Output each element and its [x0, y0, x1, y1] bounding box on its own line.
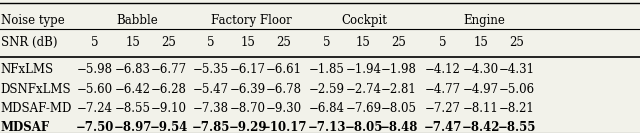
- Text: −9.54: −9.54: [150, 121, 188, 133]
- Text: −7.69: −7.69: [346, 102, 381, 115]
- Text: −8.48: −8.48: [380, 121, 418, 133]
- Text: 25: 25: [391, 36, 406, 49]
- Text: −4.97: −4.97: [463, 83, 499, 96]
- Text: −5.98: −5.98: [77, 63, 113, 76]
- Text: −9.10: −9.10: [151, 102, 187, 115]
- Text: Factory Floor: Factory Floor: [211, 14, 292, 27]
- Text: −8.55: −8.55: [498, 121, 536, 133]
- Text: −6.77: −6.77: [151, 63, 187, 76]
- Text: −8.97: −8.97: [114, 121, 152, 133]
- Text: −8.21: −8.21: [499, 102, 535, 115]
- Text: −4.30: −4.30: [463, 63, 499, 76]
- Text: 5: 5: [207, 36, 215, 49]
- Text: −1.98: −1.98: [381, 63, 417, 76]
- Text: −5.06: −5.06: [499, 83, 535, 96]
- Text: 25: 25: [161, 36, 177, 49]
- Text: −6.17: −6.17: [230, 63, 266, 76]
- Text: −1.85: −1.85: [309, 63, 345, 76]
- Text: −7.85: −7.85: [192, 121, 230, 133]
- Text: Noise type: Noise type: [1, 14, 65, 27]
- Text: −6.84: −6.84: [309, 102, 345, 115]
- Text: −5.47: −5.47: [193, 83, 229, 96]
- Text: −7.13: −7.13: [308, 121, 346, 133]
- Text: −7.47: −7.47: [424, 121, 462, 133]
- Text: 5: 5: [91, 36, 99, 49]
- Text: DSNFxLMS: DSNFxLMS: [1, 83, 71, 96]
- Text: 15: 15: [356, 36, 371, 49]
- Text: −6.42: −6.42: [115, 83, 151, 96]
- Text: −7.27: −7.27: [425, 102, 461, 115]
- Text: NFxLMS: NFxLMS: [1, 63, 54, 76]
- Text: −2.81: −2.81: [381, 83, 417, 96]
- Text: −8.05: −8.05: [344, 121, 383, 133]
- Text: −4.31: −4.31: [499, 63, 535, 76]
- Text: MDSAF-MD: MDSAF-MD: [1, 102, 72, 115]
- Text: Cockpit: Cockpit: [342, 14, 388, 27]
- Text: −8.55: −8.55: [115, 102, 151, 115]
- Text: −6.61: −6.61: [266, 63, 301, 76]
- Text: −8.05: −8.05: [381, 102, 417, 115]
- Text: 5: 5: [323, 36, 331, 49]
- Text: −5.60: −5.60: [77, 83, 113, 96]
- Text: −9.29: −9.29: [228, 121, 267, 133]
- Text: −7.24: −7.24: [77, 102, 113, 115]
- Text: Babble: Babble: [116, 14, 159, 27]
- Text: −2.74: −2.74: [346, 83, 381, 96]
- Text: −8.11: −8.11: [463, 102, 499, 115]
- Text: −6.39: −6.39: [230, 83, 266, 96]
- Text: −4.12: −4.12: [425, 63, 461, 76]
- Text: 15: 15: [240, 36, 255, 49]
- Text: 15: 15: [125, 36, 141, 49]
- Text: −9.30: −9.30: [266, 102, 301, 115]
- Text: −7.38: −7.38: [193, 102, 229, 115]
- Text: −6.28: −6.28: [151, 83, 187, 96]
- Text: −5.35: −5.35: [193, 63, 229, 76]
- Text: −7.50: −7.50: [76, 121, 114, 133]
- Text: 25: 25: [509, 36, 525, 49]
- Text: −1.94: −1.94: [346, 63, 381, 76]
- Text: −6.78: −6.78: [266, 83, 301, 96]
- Text: −2.59: −2.59: [309, 83, 345, 96]
- Text: −8.70: −8.70: [230, 102, 266, 115]
- Text: Engine: Engine: [463, 14, 505, 27]
- Text: −10.17: −10.17: [260, 121, 307, 133]
- Text: MDSAF: MDSAF: [1, 121, 50, 133]
- Text: −8.42: −8.42: [461, 121, 500, 133]
- Text: 25: 25: [276, 36, 291, 49]
- Text: 15: 15: [473, 36, 488, 49]
- Text: −4.77: −4.77: [425, 83, 461, 96]
- Text: SNR (dB): SNR (dB): [1, 36, 57, 49]
- Text: 5: 5: [439, 36, 447, 49]
- Text: −6.83: −6.83: [115, 63, 151, 76]
